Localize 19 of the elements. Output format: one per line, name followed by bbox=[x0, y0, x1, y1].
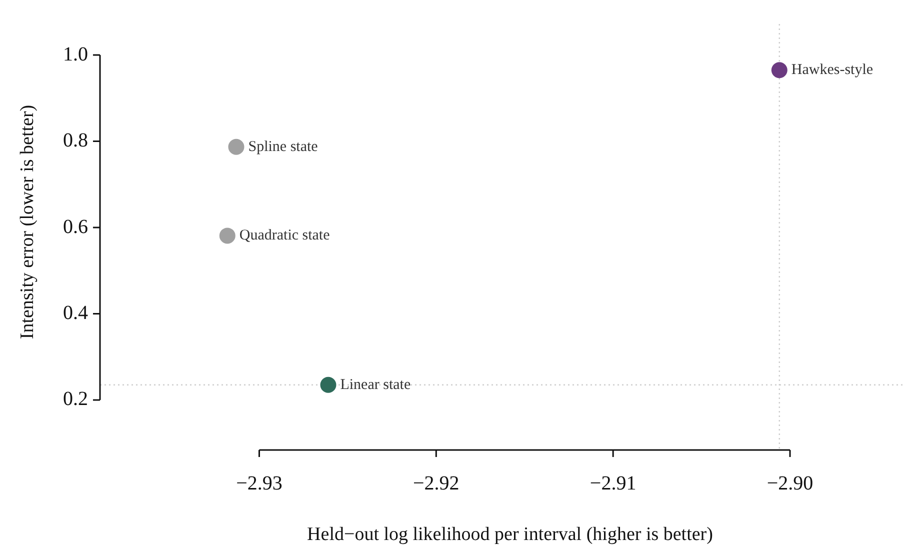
x-tick-label: −2.91 bbox=[590, 472, 636, 494]
x-tick-label: −2.92 bbox=[413, 472, 460, 494]
series-label: Quadratic state bbox=[239, 228, 330, 244]
x-tick-label: −2.90 bbox=[766, 472, 814, 494]
y-tick-label: 1.0 bbox=[63, 43, 88, 66]
y-tick-label: 0.6 bbox=[63, 216, 88, 238]
series-label: Linear state bbox=[340, 376, 411, 393]
y-tick-label: 0.2 bbox=[63, 388, 88, 410]
y-axis-title: Intensity error (lower is better) bbox=[17, 104, 39, 340]
series-label: Hawkes-style bbox=[791, 62, 874, 78]
y-tick-label: 0.8 bbox=[63, 130, 88, 152]
y-tick-label: 0.4 bbox=[63, 302, 88, 324]
series-label: Spline state bbox=[248, 138, 318, 155]
x-tick-label: −2.93 bbox=[236, 472, 282, 494]
point bbox=[771, 62, 788, 78]
point bbox=[320, 376, 336, 393]
x-axis-title: Held−out log likelihood per interval (higher is better) bbox=[307, 524, 713, 546]
point bbox=[228, 138, 244, 155]
point bbox=[219, 228, 236, 244]
